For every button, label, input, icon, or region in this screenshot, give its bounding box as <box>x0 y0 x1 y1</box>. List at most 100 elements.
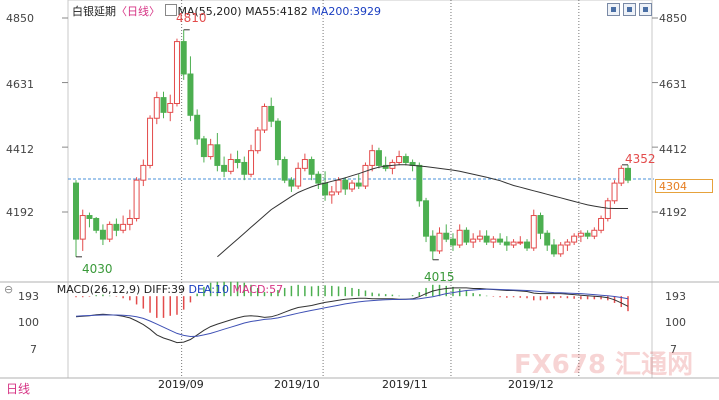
candle <box>133 177 140 222</box>
candle <box>153 91 160 125</box>
candle <box>281 156 288 184</box>
tab-daily[interactable]: 日线 <box>6 382 31 396</box>
ma55-line <box>217 164 628 258</box>
candle <box>375 147 382 169</box>
candle <box>120 215 127 234</box>
diff-line <box>75 287 629 344</box>
fullscreen-button[interactable] <box>639 3 652 16</box>
candle <box>625 164 631 184</box>
candle <box>234 150 241 169</box>
candle <box>402 153 409 166</box>
macd-settings-icon[interactable]: ⊖ <box>4 283 14 296</box>
candle <box>200 135 207 163</box>
candle <box>274 118 281 166</box>
macd-tick-right-1: 100 <box>665 316 686 329</box>
candle <box>604 197 611 222</box>
candle <box>497 233 504 246</box>
month-label-3: 2019/12 <box>508 378 554 391</box>
candle <box>99 224 106 246</box>
axis-ticks <box>62 17 658 213</box>
y-tick-right-2: 4412 <box>659 143 687 156</box>
macd-params: MACD(26,12,9) <box>56 283 141 296</box>
candle <box>503 236 510 251</box>
macd-tick-left-2: 7 <box>30 343 37 356</box>
candle <box>416 162 423 207</box>
candle <box>449 233 456 251</box>
ma-toggle-icon[interactable] <box>164 4 177 16</box>
zoom-out-button[interactable] <box>623 3 636 16</box>
candle <box>591 227 598 240</box>
period-label[interactable]: 〈日线〉 <box>116 5 160 18</box>
main-panel-border <box>67 0 653 283</box>
candle <box>221 156 228 178</box>
candle <box>322 171 329 201</box>
candle <box>577 230 584 243</box>
candle <box>187 56 194 122</box>
candle <box>369 144 376 172</box>
candle <box>550 239 557 257</box>
candle <box>180 29 187 80</box>
candle <box>396 150 403 166</box>
month-label-2: 2019/11 <box>382 378 428 391</box>
candle <box>214 132 221 172</box>
candle <box>598 215 605 234</box>
y-tick-left-1: 4631 <box>6 78 34 91</box>
candle <box>443 224 450 243</box>
candle <box>584 230 591 240</box>
diff-value: DIFF:39 <box>143 283 185 296</box>
ma55-value: MA55:4182 <box>245 5 308 18</box>
candle <box>295 162 302 190</box>
candle <box>342 177 349 195</box>
candle <box>79 209 86 251</box>
candle <box>470 233 477 248</box>
macd-header: ⊖ MACD(26,12,9) DIFF:39 DEA:10 MACD:57 <box>4 283 283 296</box>
candle <box>382 156 389 172</box>
extreme-markers <box>76 29 628 261</box>
y-tick-left-3: 4192 <box>6 206 34 219</box>
candle <box>248 144 255 178</box>
candle <box>207 138 214 160</box>
candle <box>537 212 544 240</box>
candle <box>113 218 120 237</box>
macd-tick-left-1: 100 <box>18 316 39 329</box>
candle <box>227 153 234 175</box>
candle <box>611 180 618 204</box>
candle <box>355 174 362 190</box>
current-price-box: 4304 <box>655 179 713 193</box>
y-tick-right-3: 4192 <box>659 206 687 219</box>
month-label-1: 2019/10 <box>274 378 320 391</box>
y-tick-right-0: 4850 <box>659 12 687 25</box>
zoom-in-button[interactable] <box>607 3 620 16</box>
candle <box>167 94 174 122</box>
candle <box>463 227 470 246</box>
candle <box>557 242 564 257</box>
chart-header: 白银延期〈日线〉 MA(55,200) MA55:4182 MA200:3929 <box>72 3 381 19</box>
candle <box>517 236 524 246</box>
candle <box>530 209 537 251</box>
candle <box>423 197 430 243</box>
candle <box>86 212 93 228</box>
candle <box>618 165 625 187</box>
candle <box>328 186 335 204</box>
candle <box>173 38 180 107</box>
ma200-value: MA200:3929 <box>311 5 382 18</box>
low-label-2: 4015 <box>424 270 455 284</box>
dea-value: DEA:10 <box>188 283 229 296</box>
watermark: FX678 汇通网 <box>514 350 694 380</box>
candle <box>429 230 436 260</box>
candle <box>73 180 79 257</box>
candle <box>308 156 315 181</box>
y-tick-left-0: 4850 <box>6 12 34 25</box>
macd-tick-right-2: 7 <box>670 343 677 356</box>
candle <box>335 177 342 195</box>
month-label-0: 2019/09 <box>158 378 204 391</box>
candle <box>301 153 308 172</box>
candle <box>160 91 167 119</box>
candle <box>140 159 147 187</box>
y-tick-left-2: 4412 <box>6 143 34 156</box>
candle <box>194 109 201 145</box>
candle <box>147 115 154 169</box>
macd-tick-right-0: 193 <box>665 290 686 303</box>
candle <box>483 230 490 246</box>
